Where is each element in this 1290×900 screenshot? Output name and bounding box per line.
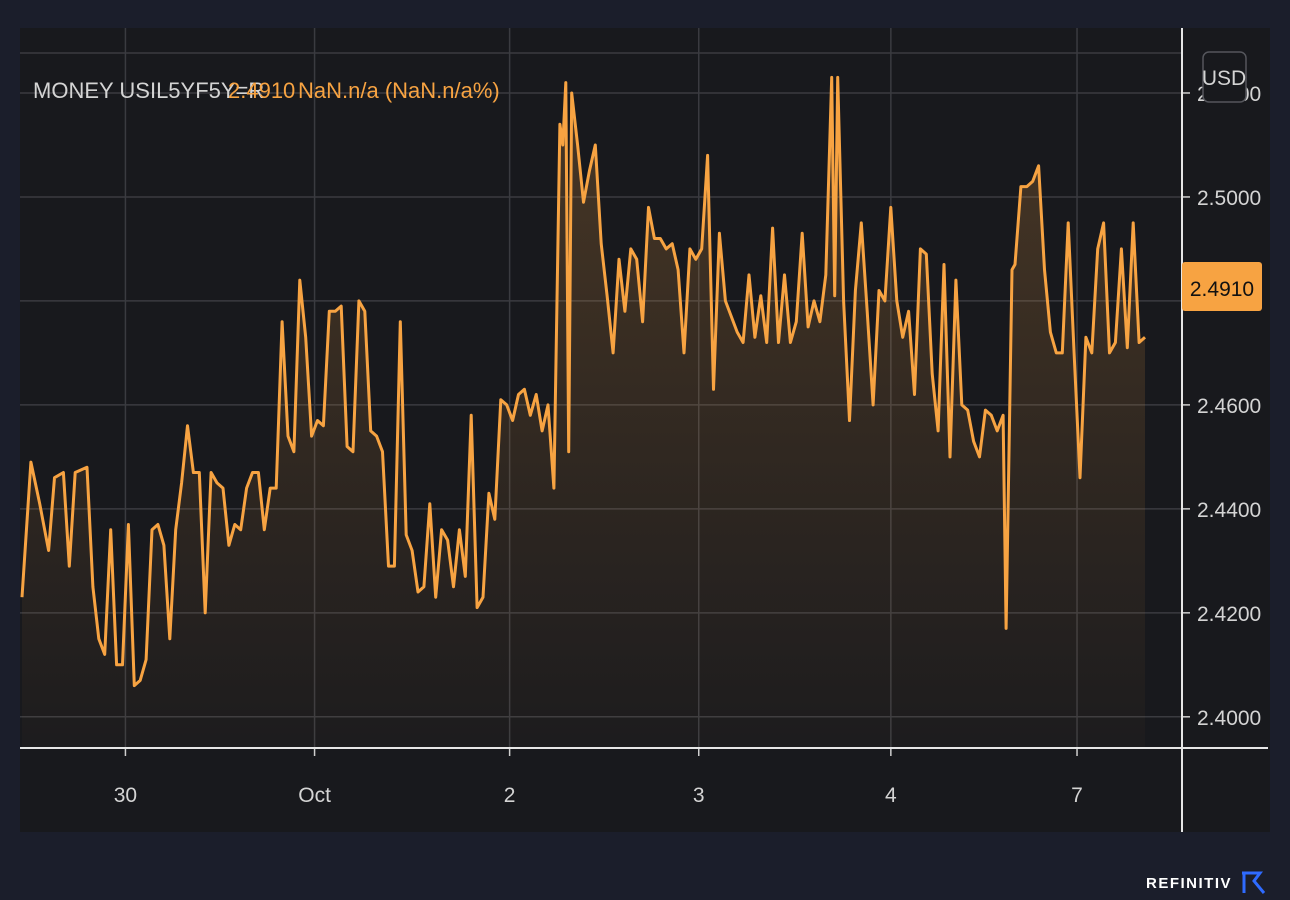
plot-area[interactable] bbox=[20, 75, 1146, 748]
x-tick-label: Oct bbox=[298, 784, 331, 807]
currency-badge[interactable]: USD bbox=[1202, 51, 1247, 103]
legend-symbol: MONEY USIL5YF5Y=R bbox=[33, 78, 264, 103]
currency-label: USD bbox=[1202, 67, 1246, 90]
currency-badge-box bbox=[1202, 51, 1247, 103]
x-tick-label: 30 bbox=[114, 784, 137, 807]
y-tick-label: 2.5000 bbox=[1197, 187, 1261, 210]
y-tick-label: 2.4200 bbox=[1197, 603, 1261, 626]
refinitiv-logo-icon bbox=[1242, 871, 1266, 894]
x-tick-label: 2 bbox=[504, 784, 516, 807]
series-line bbox=[20, 75, 1146, 688]
y-tick-label: 2.4400 bbox=[1197, 499, 1261, 522]
legend-value: 2.4910 bbox=[228, 78, 295, 103]
series-area bbox=[22, 77, 1145, 748]
last-price-badge: 2.4910 bbox=[1182, 262, 1262, 311]
y-tick-label: 2.4000 bbox=[1197, 707, 1261, 730]
last-price-box bbox=[1182, 262, 1262, 311]
last-price-label: 2.4910 bbox=[1190, 278, 1254, 301]
brand-logo: REFINITIV bbox=[1146, 870, 1266, 896]
legend: MONEY USIL5YF5Y=R 2.4910 NaN.n/a (NaN.n/… bbox=[33, 78, 500, 103]
y-tick-label: 2.4600 bbox=[1197, 395, 1261, 418]
x-tick-label: 4 bbox=[885, 784, 897, 807]
x-tick-label: 7 bbox=[1071, 784, 1083, 807]
legend-change: NaN.n/a (NaN.n/a%) bbox=[298, 78, 500, 103]
x-tick-label: 3 bbox=[693, 784, 705, 807]
brand-name: REFINITIV bbox=[1146, 874, 1233, 892]
